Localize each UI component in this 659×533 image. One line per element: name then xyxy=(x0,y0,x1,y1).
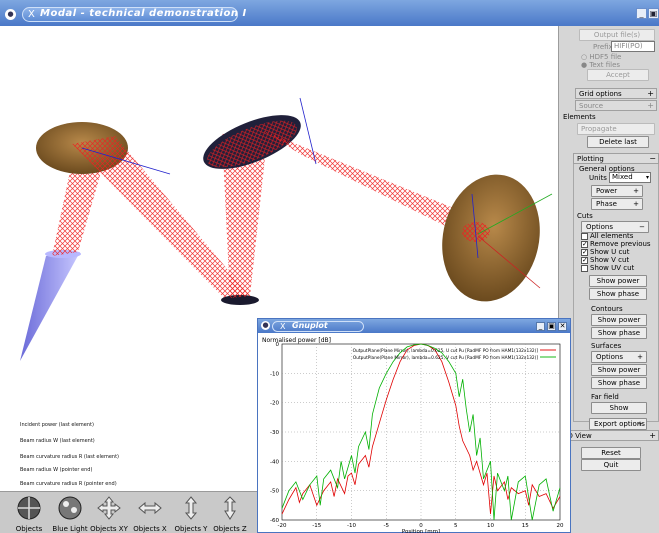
output-plane[interactable] xyxy=(431,165,552,310)
window-menu-button[interactable]: ● xyxy=(5,9,16,20)
text-files-radio[interactable]: ● Text files xyxy=(581,61,620,69)
x-tick-label: -10 xyxy=(347,523,356,529)
propagate-button[interactable]: Propagate xyxy=(577,123,655,135)
show-v-cut-checkbox[interactable]: ✓ xyxy=(581,257,588,264)
elements-label: Elements xyxy=(563,113,596,121)
show-uv-cut-label: Show UV cut xyxy=(590,264,634,272)
objects-tool[interactable]: Objects xyxy=(10,495,48,533)
x-tick-label: -15 xyxy=(312,523,321,529)
objects-xy-tool[interactable]: Objects XY xyxy=(90,495,128,533)
show-u-cut-checkbox[interactable]: ✓ xyxy=(581,249,588,256)
contours-label: Contours xyxy=(591,305,623,313)
prefix-input[interactable]: HIFI(PO) xyxy=(611,41,655,52)
move-y-icon xyxy=(178,495,204,521)
units-label: Units xyxy=(589,174,607,182)
phase-button[interactable]: Phase + xyxy=(591,198,643,210)
gnuplot-title-bar: ● X Gnuplot _ ▣ ✕ xyxy=(258,319,570,333)
y-tick-label: -60 xyxy=(270,518,279,524)
move-x-icon xyxy=(137,495,163,521)
reset-button[interactable]: Reset xyxy=(581,447,641,459)
curvature-radius-pointer-label: Beam curvature radius R (pointer end) xyxy=(20,481,117,487)
maximize-button[interactable]: ▣ xyxy=(648,8,659,19)
x-tick-label: 15 xyxy=(522,523,529,529)
cuts-label: Cuts xyxy=(577,212,593,220)
contours-show-phase-button[interactable]: Show phase xyxy=(591,327,647,339)
x-logo-icon: X xyxy=(280,322,285,331)
gnuplot-maximize-button[interactable]: ▣ xyxy=(547,322,556,331)
gnuplot-window: ● X Gnuplot _ ▣ ✕ Normalised power [dB] -… xyxy=(257,318,571,533)
legend-entry-2: OutputPlane(Plane Mirror), lambda=0.625,… xyxy=(353,355,538,361)
blue-light-tool[interactable]: Blue Light xyxy=(50,495,90,533)
grid-options-header[interactable]: Grid options + xyxy=(575,88,657,99)
show-uv-cut-checkbox[interactable] xyxy=(581,265,588,272)
objects-x-tool[interactable]: Objects X xyxy=(130,495,170,533)
objects-z-tool[interactable]: Objects Z xyxy=(210,495,250,533)
output-files-button[interactable]: Output file(s) xyxy=(579,29,655,41)
all-elements-label: All elements xyxy=(590,232,633,240)
x-tick-label: 10 xyxy=(487,523,494,529)
y-tick-label: -50 xyxy=(270,489,279,495)
move-z-icon xyxy=(217,495,243,521)
window-title: Modal - technical demonstration I xyxy=(40,8,247,19)
y-tick-label: -20 xyxy=(270,401,279,407)
remove-previous-label: Remove previous xyxy=(590,240,651,248)
far-field-label: Far field xyxy=(591,393,619,401)
3d-view-header[interactable]: 3D View + xyxy=(559,430,659,441)
plotting-header[interactable]: Plotting − xyxy=(573,153,659,164)
gnuplot-close-button[interactable]: ✕ xyxy=(558,322,567,331)
surfaces-show-power-button[interactable]: Show power xyxy=(591,364,647,376)
legend-entry-1: OutputPlane(Plane Mirror), lambda=0.625,… xyxy=(353,348,539,354)
far-field-show-button[interactable]: Show xyxy=(591,402,647,414)
quit-button[interactable]: Quit xyxy=(581,459,641,471)
surfaces-options-button[interactable]: Options + xyxy=(591,351,647,363)
all-elements-checkbox[interactable] xyxy=(581,233,588,240)
power-cut-chart: Normalised power [dB]-20 -15 -10 -5 0 5 10 15 20… xyxy=(258,334,570,533)
source-header[interactable]: Source + xyxy=(575,100,657,111)
x-logo-icon: X xyxy=(28,9,35,20)
incident-power-label: Incident power (last element) xyxy=(20,422,94,428)
y-tick-label: 0 xyxy=(276,342,280,348)
show-u-cut-label: Show U cut xyxy=(590,248,630,256)
beam-radius-last-label: Beam radius W (last element) xyxy=(20,438,95,444)
x-axis-label: Position [mm] xyxy=(402,529,440,533)
remove-previous-checkbox[interactable]: ✓ xyxy=(581,241,588,248)
x-tick-label: -5 xyxy=(384,523,390,529)
x-tick-label: 20 xyxy=(557,523,564,529)
surfaces-label: Surfaces xyxy=(591,342,621,350)
curvature-radius-last-label: Beam curvature radius R (last element) xyxy=(20,454,119,460)
sphere-icon xyxy=(16,495,42,521)
source-cone[interactable] xyxy=(20,252,80,361)
objects-y-tool[interactable]: Objects Y xyxy=(172,495,210,533)
power-button[interactable]: Power + xyxy=(591,185,643,197)
cuts-show-power-button[interactable]: Show power xyxy=(589,275,647,287)
ball-icon xyxy=(57,495,83,521)
contours-show-power-button[interactable]: Show power xyxy=(591,314,647,326)
move-xy-icon xyxy=(96,495,122,521)
y-tick-label: -40 xyxy=(270,459,279,465)
hdf5-radio[interactable]: ○ HDF5 file xyxy=(581,53,621,61)
delete-last-button[interactable]: Delete last xyxy=(587,136,649,148)
accept-button[interactable]: Accept xyxy=(587,69,649,81)
minimize-button[interactable]: _ xyxy=(636,8,647,19)
y-tick-label: -30 xyxy=(270,430,279,436)
prefix-label: Prefix xyxy=(593,43,613,51)
y-tick-label: -10 xyxy=(270,371,279,377)
chart-title: Normalised power [dB] xyxy=(262,337,331,344)
x-tick-label: 5 xyxy=(454,523,458,529)
show-v-cut-label: Show V cut xyxy=(590,256,629,264)
surfaces-show-phase-button[interactable]: Show phase xyxy=(591,377,647,389)
beam-radius-pointer-label: Beam radius W (pointer end) xyxy=(20,467,92,473)
units-select[interactable]: Mixed ▾ xyxy=(609,172,651,183)
export-options-button[interactable]: Export options + xyxy=(589,418,647,430)
cuts-show-phase-button[interactable]: Show phase xyxy=(589,288,647,300)
gnuplot-menu-button[interactable]: ● xyxy=(261,321,270,330)
gnuplot-minimize-button[interactable]: _ xyxy=(536,322,545,331)
main-title-bar: ● X Modal - technical demonstration I _ … xyxy=(0,0,659,26)
gnuplot-title: Gnuplot xyxy=(292,321,328,330)
right-panel: Output file(s) Prefix HIFI(PO) ○ HDF5 fi… xyxy=(558,26,659,533)
